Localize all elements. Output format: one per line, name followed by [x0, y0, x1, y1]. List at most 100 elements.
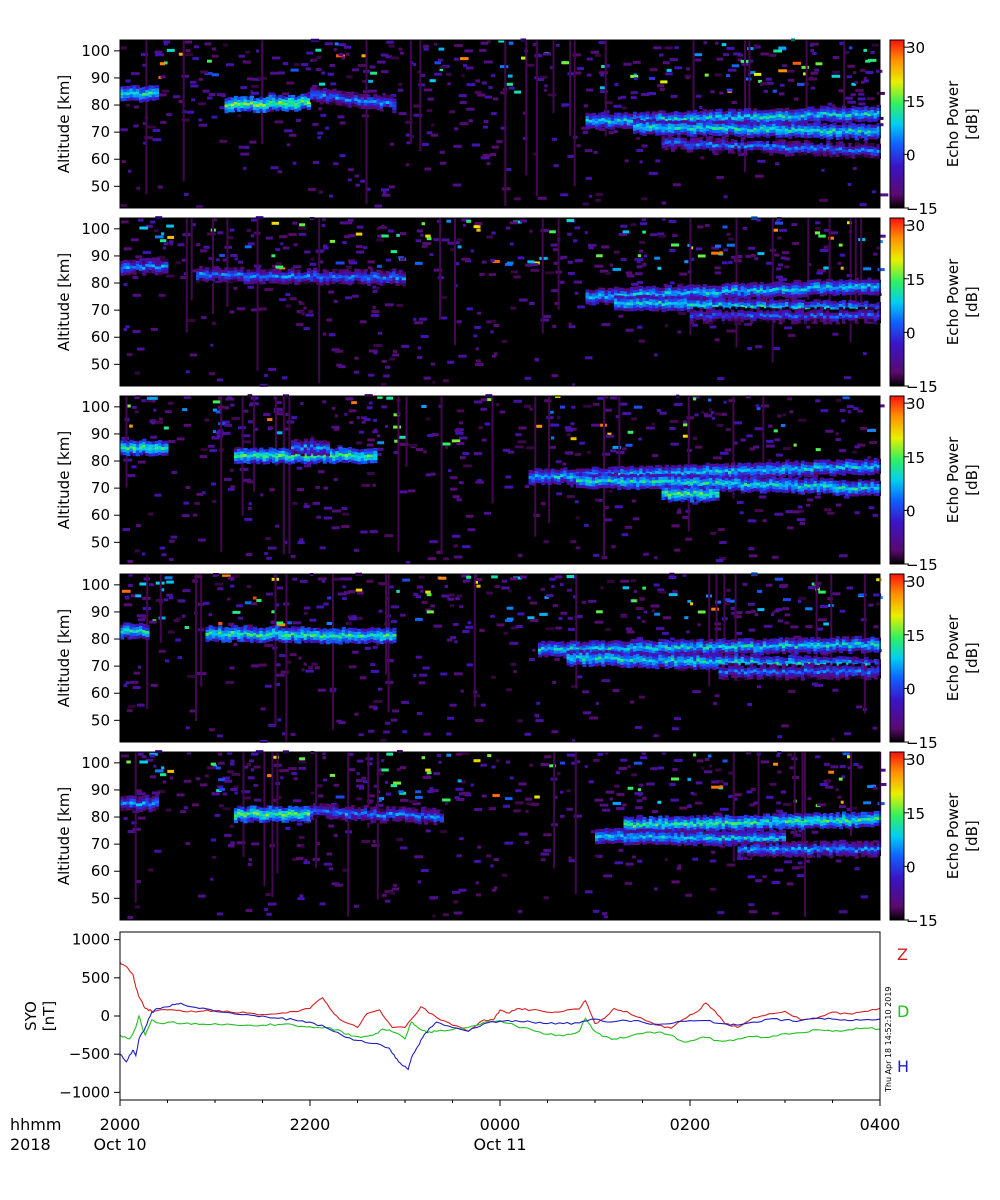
echo-layer-cell — [747, 292, 752, 296]
echo-layer-cell — [614, 289, 619, 293]
echo-layer-cell — [804, 114, 809, 118]
echo-layer-cell — [272, 448, 277, 452]
echo-pixel — [642, 263, 646, 267]
echo-layer-cell — [699, 123, 704, 127]
echo-layer-cell — [715, 130, 720, 134]
echo-layer-cell — [823, 303, 828, 307]
echo-pixel — [339, 121, 346, 125]
echo-pixel — [211, 115, 218, 119]
echo-layer-cell — [300, 278, 305, 282]
echo-layer-cell — [329, 90, 334, 94]
echo-layer-cell — [867, 136, 872, 140]
echo-layer-cell — [864, 137, 869, 141]
echo-layer-cell — [139, 265, 144, 268]
echo-layer-cell — [636, 298, 641, 302]
echo-layer-cell — [769, 118, 774, 122]
echo-layer-cell — [709, 312, 714, 316]
echo-layer-cell — [224, 104, 229, 108]
echo-layer-cell — [151, 264, 156, 268]
echo-layer-cell — [284, 460, 289, 464]
echo-layer-cell — [842, 105, 847, 109]
echo-pixel — [651, 422, 656, 426]
echo-layer-cell — [829, 282, 834, 286]
echo-layer-cell — [747, 132, 752, 136]
echo-pixel — [704, 73, 709, 77]
echo-pixel — [551, 137, 558, 141]
echo-pixel — [182, 408, 188, 412]
echo-layer-cell — [756, 122, 761, 126]
echo-pixel — [271, 254, 276, 258]
echo-pixel — [370, 71, 377, 75]
echo-layer-cell — [766, 300, 771, 304]
echo-layer-cell — [680, 132, 685, 136]
echo-layer-cell — [642, 287, 647, 291]
echo-pixel — [123, 283, 128, 287]
echo-pixel — [473, 400, 483, 404]
echo-layer-cell — [284, 96, 289, 100]
echo-layer-cell — [876, 123, 881, 127]
echo-layer-cell — [246, 269, 251, 273]
echo-pixel — [529, 229, 533, 233]
echo-layer-cell — [838, 119, 843, 123]
echo-pixel — [508, 41, 514, 45]
echo-pixel — [505, 226, 511, 230]
echo-layer-cell — [762, 141, 767, 145]
echo-layer-cell — [731, 123, 736, 127]
echo-layer-cell — [826, 305, 831, 309]
echo-pixel — [433, 268, 443, 272]
echo-layer-cell — [132, 265, 137, 269]
echo-layer-cell — [835, 321, 840, 325]
echo-layer-cell — [291, 267, 296, 271]
echo-layer-cell — [876, 314, 881, 318]
echo-layer-cell — [617, 287, 622, 291]
echo-layer-cell — [785, 315, 790, 319]
echo-pixel — [526, 446, 534, 450]
echo-layer-cell — [287, 98, 292, 101]
echo-layer-cell — [842, 146, 847, 150]
echo-pixel — [556, 43, 560, 47]
echo-layer-cell — [756, 295, 761, 299]
echo-layer-cell — [835, 107, 840, 111]
echo-layer-cell — [835, 134, 840, 137]
echo-layer-cell — [797, 147, 802, 151]
echo-layer-cell — [807, 115, 812, 119]
echo-pixel — [456, 409, 465, 413]
echo-pixel — [677, 330, 681, 334]
echo-pixel — [422, 143, 429, 146]
echo-layer-cell — [154, 443, 159, 447]
echo-layer-cell — [696, 146, 701, 150]
echo-layer-cell — [728, 125, 733, 129]
echo-layer-cell — [693, 290, 698, 294]
echo-layer-cell — [658, 126, 663, 130]
echo-layer-cell — [766, 292, 771, 296]
echo-layer-cell — [702, 287, 707, 291]
echo-layer-cell — [661, 293, 666, 297]
echo-layer-cell — [135, 453, 140, 457]
echo-pixel — [687, 243, 692, 247]
echo-layer-cell — [819, 114, 824, 118]
echo-layer-cell — [313, 273, 318, 277]
echo-layer-cell — [731, 288, 736, 292]
echo-pixel — [555, 460, 562, 464]
echo-layer-cell — [740, 298, 745, 302]
echo-layer-cell — [819, 130, 824, 134]
echo-pixel — [173, 95, 181, 99]
echo-pixel — [530, 268, 540, 272]
echo-layer-cell — [762, 308, 767, 312]
echo-layer-cell — [769, 289, 774, 292]
echo-layer-cell — [734, 133, 739, 137]
echo-pixel — [456, 320, 462, 324]
echo-layer-cell — [772, 300, 777, 304]
echo-layer-cell — [272, 457, 277, 461]
echo-layer-cell — [826, 316, 831, 320]
echo-layer-cell — [265, 108, 270, 112]
echo-layer-cell — [683, 143, 688, 147]
echo-pixel — [167, 235, 175, 239]
echo-layer-cell — [715, 304, 720, 308]
echo-pixel — [439, 68, 443, 72]
echo-layer-cell — [791, 146, 796, 150]
echo-pixel — [785, 510, 794, 514]
echo-layer-cell — [775, 317, 780, 321]
echo-layer-cell — [281, 105, 286, 109]
echo-pixel — [712, 456, 722, 460]
